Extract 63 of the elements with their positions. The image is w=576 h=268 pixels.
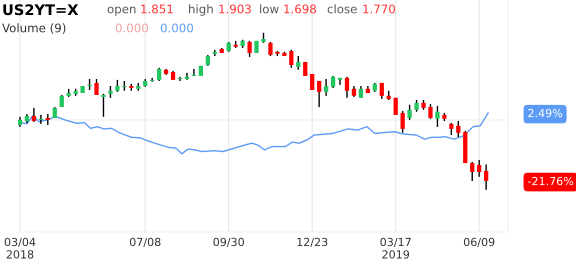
candlestick [101,93,106,118]
annotation: 0.000 [116,23,148,32]
candlestick [317,80,322,108]
line-series [19,112,489,155]
x-tick-label: 07/08 [130,238,160,248]
candlestick [421,99,426,111]
candlestick [268,41,273,57]
candlestick [46,113,50,126]
candlestick [358,85,364,98]
candlestick [344,76,350,98]
candlestick [32,107,36,123]
candlestick [52,106,57,119]
y-tick-label: 2.49% [528,108,562,118]
annotation: 0.000 [160,23,194,32]
candlestick [428,103,433,120]
candlestick [261,32,266,44]
x-tick-label: 03/17 2019 [380,238,411,259]
candlestick [289,49,294,68]
candlestick [247,40,252,58]
candlestick [115,79,120,93]
candlestick [310,73,314,91]
candlestick [484,164,488,190]
candlestick [407,104,412,121]
candlestick [254,40,259,54]
chart-title: US2YT=X [3,4,78,16]
annotation: 1.851 [141,4,173,14]
annotation: low [260,4,279,14]
candlestick [122,80,126,92]
candlestick [330,75,336,89]
candlestick [449,122,454,136]
candlestick [38,114,43,125]
annotation: high [189,4,213,16]
candlestick [380,82,384,100]
candlestick [157,67,162,82]
x-tick-label: 03/04 2018 [4,238,36,259]
candlestick [352,85,356,98]
candlestick [456,120,460,138]
annotation: Volume (9) [2,23,66,34]
x-tick-label: 09/30 [213,238,244,248]
annotation: 1.770 [363,4,396,14]
annotation: open [108,6,136,16]
candlestick [324,78,328,97]
candlestick [414,99,419,112]
candlestick [108,85,113,98]
annotation: close [328,4,357,14]
candlestick [94,78,99,96]
candlestick [386,90,391,101]
annotation: 1.903 [219,4,251,14]
candlestick [296,55,300,70]
x-tick-label: 06/09 [464,238,494,248]
candlestick [18,116,22,128]
candlestick [394,97,398,116]
candlestick [435,105,440,128]
candlestick [400,110,405,134]
candlestick [303,61,308,77]
candlestick [226,41,231,53]
candlestick [477,159,482,178]
candlestick [206,54,210,67]
annotation: 1.698 [284,4,316,14]
candlestick [470,161,474,182]
x-tick-label: 12/23 [297,238,328,248]
candlestick [60,94,64,108]
y-tick-label: -21.76% [528,176,574,186]
